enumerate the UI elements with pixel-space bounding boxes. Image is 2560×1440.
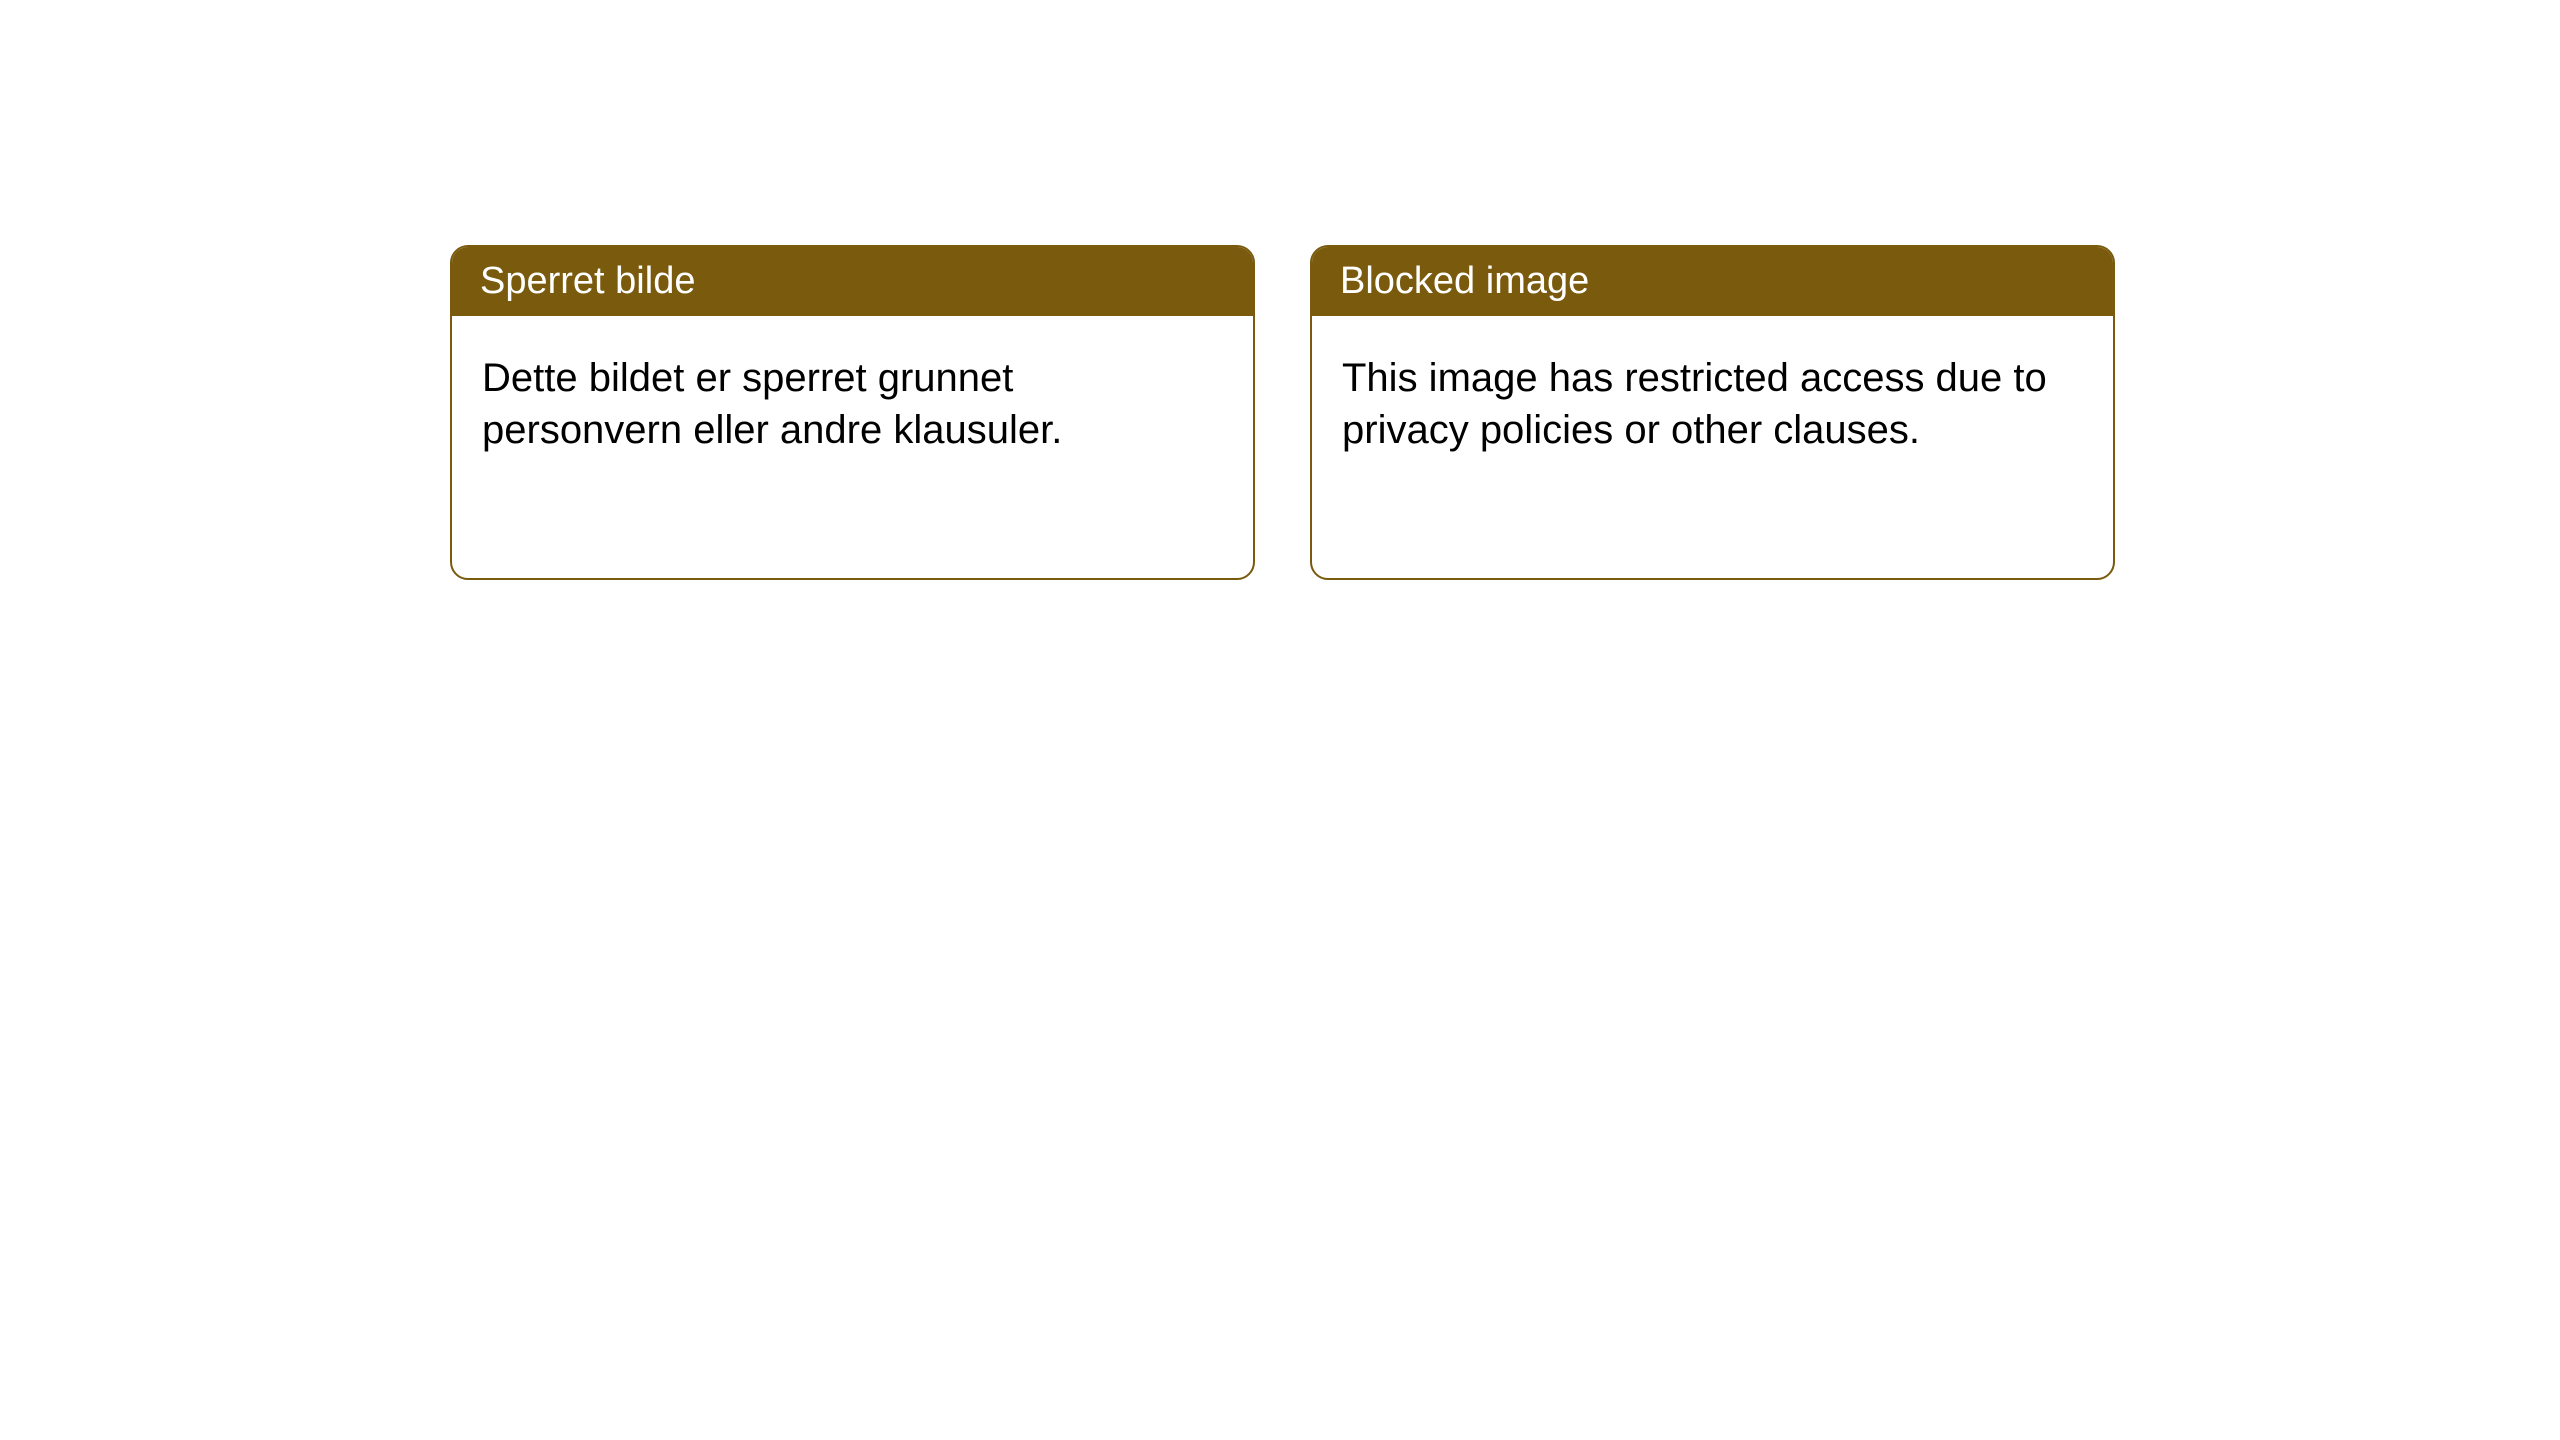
card-title: Sperret bilde <box>480 260 695 302</box>
card-header: Blocked image <box>1312 247 2113 316</box>
card-header: Sperret bilde <box>452 247 1253 316</box>
card-message: This image has restricted access due to … <box>1342 356 2047 452</box>
card-body: This image has restricted access due to … <box>1312 316 2113 492</box>
notice-card-norwegian: Sperret bilde Dette bildet er sperret gr… <box>450 245 1255 580</box>
card-body: Dette bildet er sperret grunnet personve… <box>452 316 1253 492</box>
notice-cards-container: Sperret bilde Dette bildet er sperret gr… <box>450 245 2115 580</box>
card-message: Dette bildet er sperret grunnet personve… <box>482 356 1062 452</box>
card-title: Blocked image <box>1340 260 1589 302</box>
notice-card-english: Blocked image This image has restricted … <box>1310 245 2115 580</box>
